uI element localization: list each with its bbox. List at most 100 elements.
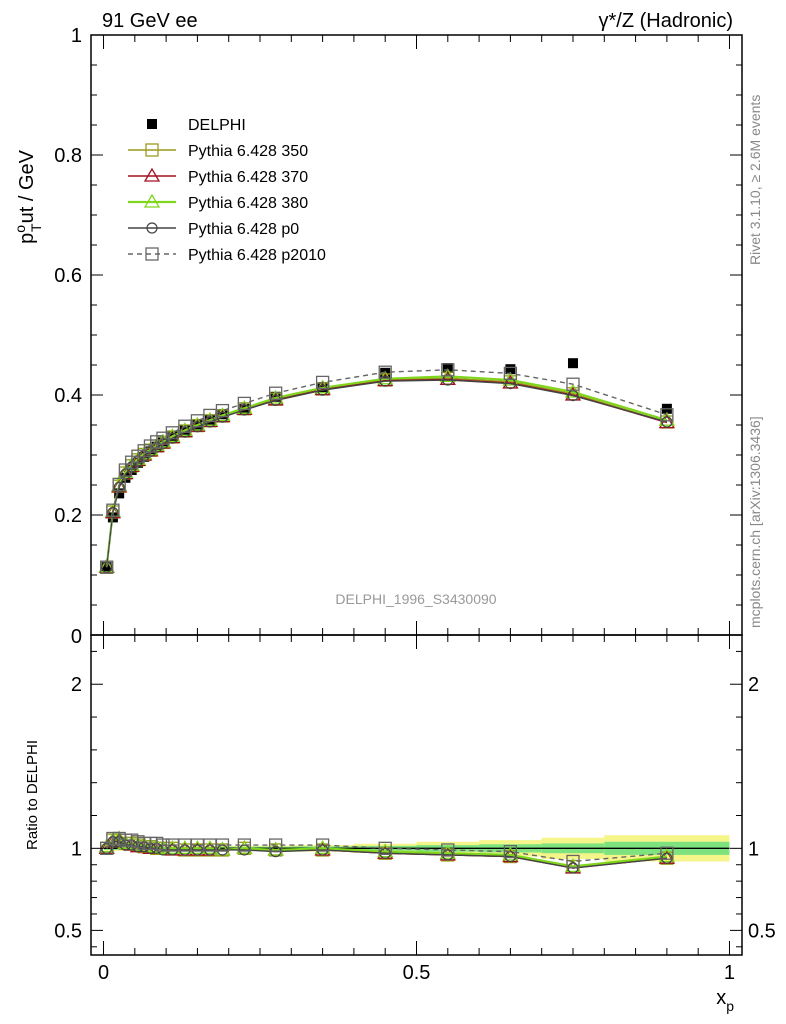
main-y-tick-label: 0.2 xyxy=(54,505,82,527)
ratio-point-p2010 xyxy=(660,846,674,860)
main-point-p0 xyxy=(317,384,329,396)
ratio-point-p0 xyxy=(216,844,229,856)
main-point-p2010 xyxy=(112,477,126,492)
x-axis-label-main: x xyxy=(716,987,726,1009)
main-y-ticks: 0.2 0.4 0.6 0.8 1 0 xyxy=(54,25,742,648)
header-right-label: γ*/Z (Hadronic) xyxy=(599,10,733,32)
legend-marker-p370 xyxy=(143,167,161,182)
main-point-p2010 xyxy=(660,408,674,422)
ratio-panel: 0.5 0.51 12 2 0 0.5 1 Ratio to DELPHI xp xyxy=(24,35,776,1014)
main-y-tick-label: 0 xyxy=(71,626,82,648)
legend-marker-p2010 xyxy=(145,247,159,261)
main-point-p370 xyxy=(502,374,519,389)
main-y-tick-label: 0.4 xyxy=(54,385,82,407)
main-y-tick-label: 0.6 xyxy=(54,265,82,287)
ratio-y-tick-label-right: 1 xyxy=(748,838,759,860)
main-line-p350 xyxy=(105,377,668,568)
main-line-p380 xyxy=(105,375,668,567)
main-point-p2010 xyxy=(441,363,455,377)
ratio-point-p380 xyxy=(201,840,219,854)
ratio-point-p380 xyxy=(267,841,284,856)
ratio-point-p380 xyxy=(236,840,253,854)
main-point-p0 xyxy=(661,416,673,428)
ratio-point-p0 xyxy=(238,844,250,856)
main-point-p2010 xyxy=(566,377,580,391)
ratio-point-p380 xyxy=(189,840,206,854)
main-point-p2010 xyxy=(269,386,283,400)
ratio-point-p0 xyxy=(504,850,516,863)
y-axis-label-main: p xyxy=(16,233,38,244)
ratio-panel-frame xyxy=(90,634,743,956)
x-ticks: 0 0.5 1 xyxy=(98,35,735,984)
ratio-y-tick-label-right: 2 xyxy=(748,674,759,696)
ratio-point-p2010 xyxy=(378,841,392,855)
ratio-point-p0 xyxy=(166,844,178,856)
x-tick-label: 0.5 xyxy=(403,962,431,984)
ratio-y-tick-label-right: 0.5 xyxy=(748,920,776,942)
ratio-y-ticks: 0.5 0.5 1 1 2 2 xyxy=(54,650,776,948)
main-point-delphi xyxy=(505,364,516,375)
ratio-point-p380 xyxy=(314,840,331,854)
main-panel: 0.2 0.4 0.6 0.8 1 0 poTut / GeV DELPHI_1996_S… xyxy=(12,25,743,648)
main-point-p0 xyxy=(379,375,391,387)
legend-marker-p380 xyxy=(143,193,161,208)
x-tick-label: 1 xyxy=(724,962,735,984)
ratio-point-p0 xyxy=(379,847,391,859)
main-point-delphi xyxy=(270,391,281,402)
ratio-point-p380 xyxy=(658,848,676,863)
legend-label-delphi: DELPHI xyxy=(188,117,246,134)
main-point-delphi xyxy=(442,363,453,373)
main-point-p2010 xyxy=(215,403,230,418)
header-left-label: 91 GeV ee xyxy=(102,10,198,32)
legend: DELPHI Pythia 6.428 350 Pythia 6.428 370 Py… xyxy=(128,117,326,264)
ratio-y-axis-label: Ratio to DELPHI xyxy=(24,740,41,850)
main-line-p2010 xyxy=(105,369,668,568)
y-axis-label-sup: o xyxy=(12,225,28,233)
main-point-p370 xyxy=(439,371,456,386)
ratio-point-p2010 xyxy=(441,843,455,857)
main-point-p380 xyxy=(564,383,582,398)
y-axis-label-rest: ut / GeV xyxy=(16,149,38,223)
legend-label-p0: Pythia 6.428 p0 xyxy=(188,221,299,238)
legend-marker-delphi xyxy=(147,119,157,129)
legend-label-p380: Pythia 6.428 380 xyxy=(188,195,308,212)
ratio-point-p2010 xyxy=(215,838,230,852)
ratio-point-p0 xyxy=(661,852,673,864)
x-tick-label: 0 xyxy=(98,962,109,984)
main-point-p2010 xyxy=(99,560,114,574)
ratio-point-p0 xyxy=(442,849,454,861)
legend-label-p350: Pythia 6.428 350 xyxy=(188,143,308,160)
main-point-p2010 xyxy=(315,375,330,390)
ratio-point-p380 xyxy=(564,858,582,873)
main-point-delphi xyxy=(217,409,228,420)
source-label: mcplots.cern.ch [arXiv:1306.3436] xyxy=(747,416,763,628)
main-line-p370 xyxy=(105,378,668,568)
main-point-p2010 xyxy=(106,503,120,517)
main-point-p0 xyxy=(107,506,119,519)
ratio-line-p0 xyxy=(106,841,667,869)
legend-label-p2010: Pythia 6.428 p2010 xyxy=(188,247,326,264)
main-y-tick-label: 1 xyxy=(71,25,82,47)
x-axis-label: xp xyxy=(716,987,734,1014)
analysis-label: DELPHI_1996_S3430090 xyxy=(335,591,496,607)
main-y-tick-label: 0.8 xyxy=(54,145,82,167)
main-point-p0 xyxy=(270,394,282,406)
main-line-p0 xyxy=(105,379,668,568)
ratio-point-p2010 xyxy=(237,838,252,852)
ratio-point-p380 xyxy=(502,846,519,861)
main-point-p0 xyxy=(442,374,454,386)
ratio-point-p380 xyxy=(176,840,194,854)
main-point-p2010 xyxy=(378,365,392,379)
main-point-delphi xyxy=(567,358,578,369)
ratio-point-p0 xyxy=(191,844,204,856)
ratio-plot-area xyxy=(98,830,676,874)
main-plot-area xyxy=(98,358,676,574)
ratio-point-p2010 xyxy=(315,838,330,852)
rivet-version-label: Rivet 3.1.10, ≥ 2.6M events xyxy=(747,95,763,265)
ratio-line-p2010 xyxy=(106,837,667,863)
main-point-delphi xyxy=(114,488,125,499)
ratio-y-tick-label: 1 xyxy=(71,838,82,860)
main-y-axis-label: poTut / GeV xyxy=(12,149,44,244)
ratio-point-p0 xyxy=(317,844,329,856)
